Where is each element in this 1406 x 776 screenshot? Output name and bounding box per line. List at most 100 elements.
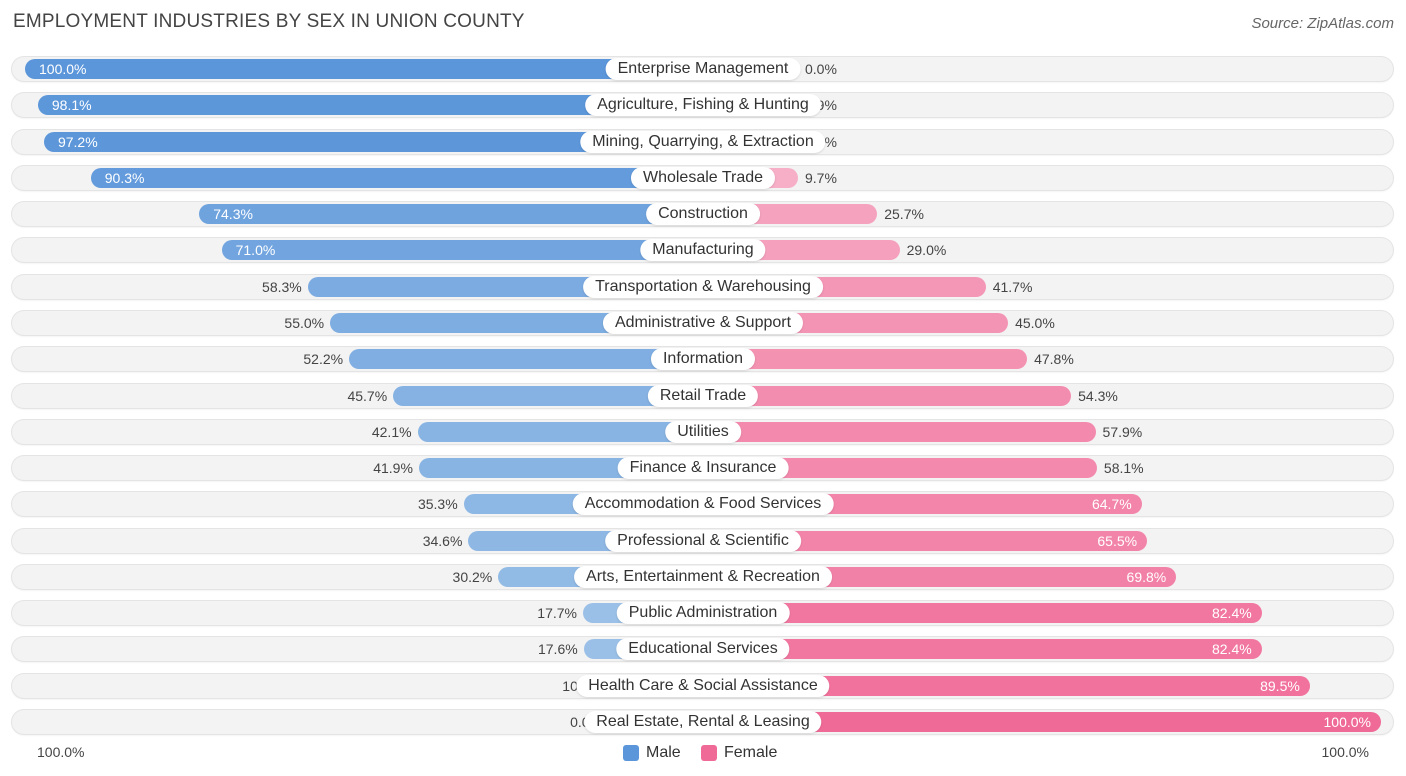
category-label: Transportation & Warehousing xyxy=(583,276,823,298)
value-label-female: 47.8% xyxy=(1034,351,1074,367)
bar-male xyxy=(417,422,703,442)
row-track: 100.0% 0.0% Enterprise Management xyxy=(12,57,1393,81)
category-label: Health Care & Social Assistance xyxy=(576,675,830,697)
category-label: Mining, Quarrying, & Extraction xyxy=(580,131,826,153)
row-track: 58.3% 41.7% Transportation & Warehousing xyxy=(12,275,1393,299)
row-track: 41.9% 58.1% Finance & Insurance xyxy=(12,456,1393,480)
row-track: 74.3% 25.7% Construction xyxy=(12,202,1393,226)
row-track: 34.6% 65.5% Professional & Scientific xyxy=(12,529,1393,553)
category-label: Retail Trade xyxy=(647,385,759,407)
value-label-female: 64.7% xyxy=(1091,496,1132,512)
value-label-female: 89.5% xyxy=(1260,678,1300,694)
category-label: Utilities xyxy=(665,421,741,443)
category-label: Enterprise Management xyxy=(605,58,801,80)
bar-male xyxy=(221,240,703,260)
value-label-male: 55.0% xyxy=(284,315,325,331)
value-label-female: 65.5% xyxy=(1097,533,1138,549)
category-label: Administrative & Support xyxy=(602,312,804,334)
bar-female xyxy=(703,422,1096,442)
value-label-male: 71.0% xyxy=(235,242,276,258)
bar-male xyxy=(25,59,703,79)
category-label: Educational Services xyxy=(616,638,790,660)
value-label-female: 41.7% xyxy=(992,279,1033,295)
row-track: 52.2% 47.8% Information xyxy=(12,347,1393,371)
legend-male-label: Male xyxy=(646,744,681,761)
row-track: 90.3% 9.7% Wholesale Trade xyxy=(12,166,1393,190)
value-label-male: 17.7% xyxy=(537,605,577,621)
value-label-male: 34.6% xyxy=(422,533,463,549)
value-label-female: 25.7% xyxy=(884,206,924,222)
value-label-male: 52.2% xyxy=(303,351,344,367)
value-label-male: 74.3% xyxy=(213,206,253,222)
bar-female xyxy=(703,349,1028,369)
row-track: 55.0% 45.0% Administrative & Support xyxy=(12,311,1393,335)
value-label-female: 58.1% xyxy=(1103,460,1144,476)
value-label-male: 97.2% xyxy=(57,134,98,150)
row-track: 17.7% 82.4% Public Administration xyxy=(12,601,1393,625)
value-label-male: 98.1% xyxy=(51,97,92,113)
bar-female xyxy=(703,676,1310,696)
category-label: Manufacturing xyxy=(640,239,766,261)
category-label: Arts, Entertainment & Recreation xyxy=(574,566,832,588)
bar-male xyxy=(349,349,703,369)
category-label: Professional & Scientific xyxy=(605,530,801,552)
value-label-male: 35.3% xyxy=(417,496,458,512)
category-label: Wholesale Trade xyxy=(630,167,776,189)
value-label-male: 90.3% xyxy=(104,170,145,186)
value-label-female: 45.0% xyxy=(1015,315,1055,331)
row-track: 0.0%100.0%Real Estate, Rental & Leasing xyxy=(12,710,1393,734)
value-label-female: 54.3% xyxy=(1078,388,1118,404)
value-label-male: 42.1% xyxy=(371,424,412,440)
category-label: Construction xyxy=(646,203,760,225)
bar-male xyxy=(43,132,703,152)
row-track: 35.3% 64.7% Accommodation & Food Services xyxy=(12,492,1393,516)
category-label: Agriculture, Fishing & Hunting xyxy=(585,94,821,116)
row-track: 17.6% 82.4% Educational Services xyxy=(12,637,1393,661)
bar-female xyxy=(703,458,1097,478)
value-label-female: 57.9% xyxy=(1102,424,1143,440)
value-label-male: 100.0% xyxy=(39,61,87,77)
bar-female xyxy=(703,603,1262,623)
value-label-female: 82.4% xyxy=(1211,641,1252,657)
category-label: Real Estate, Rental & Leasing xyxy=(584,711,822,733)
bar-male xyxy=(37,95,703,115)
chart-title: EMPLOYMENT INDUSTRIES BY SEX IN UNION CO… xyxy=(13,11,525,32)
bar-male xyxy=(90,168,703,188)
bar-female xyxy=(703,712,1381,732)
value-label-female: 29.0% xyxy=(906,242,947,258)
bar-female xyxy=(703,639,1262,659)
row-track: 10.6%89.5%Health Care & Social Assistanc… xyxy=(12,674,1393,698)
legend: Male Female xyxy=(0,743,1406,763)
row-track: 42.1% 57.9% Utilities xyxy=(12,420,1393,444)
source-credit: Source: ZipAtlas.com xyxy=(1251,15,1394,32)
bar-male xyxy=(393,386,703,406)
category-label: Public Administration xyxy=(616,602,790,624)
axis-left-label: 100.0% xyxy=(37,744,85,760)
category-label: Finance & Insurance xyxy=(617,457,789,479)
value-label-female: 69.8% xyxy=(1126,569,1167,585)
row-track: 97.2%2.9%Mining, Quarrying, & Extraction xyxy=(12,130,1393,154)
value-label-male: 58.3% xyxy=(262,279,302,295)
row-track: 98.1% 1.9% Agriculture, Fishing & Hunting xyxy=(12,93,1393,117)
value-label-male: 17.6% xyxy=(537,641,578,657)
row-track: 45.7% 54.3% Retail Trade xyxy=(12,384,1393,408)
value-label-male: 41.9% xyxy=(373,460,413,476)
value-label-male: 45.7% xyxy=(347,388,388,404)
row-track: 71.0% 29.0% Manufacturing xyxy=(12,238,1393,262)
row-track: 30.2% 69.8% Arts, Entertainment & Recreati… xyxy=(12,565,1393,589)
value-label-female: 100.0% xyxy=(1323,714,1371,730)
legend-male-swatch xyxy=(623,745,639,761)
bar-male xyxy=(199,204,703,224)
axis-right-label: 100.0% xyxy=(1321,744,1369,760)
value-label-female: 0.0% xyxy=(805,61,837,77)
category-label: Information xyxy=(650,348,756,370)
legend-female-swatch xyxy=(701,745,717,761)
bar-female xyxy=(703,386,1072,406)
bar-female xyxy=(703,531,1148,551)
value-label-female: 82.4% xyxy=(1211,605,1252,621)
category-label: Accommodation & Food Services xyxy=(572,493,834,515)
legend-female-label: Female xyxy=(724,744,778,761)
value-label-male: 30.2% xyxy=(452,569,493,585)
value-label-female: 9.7% xyxy=(805,170,837,186)
